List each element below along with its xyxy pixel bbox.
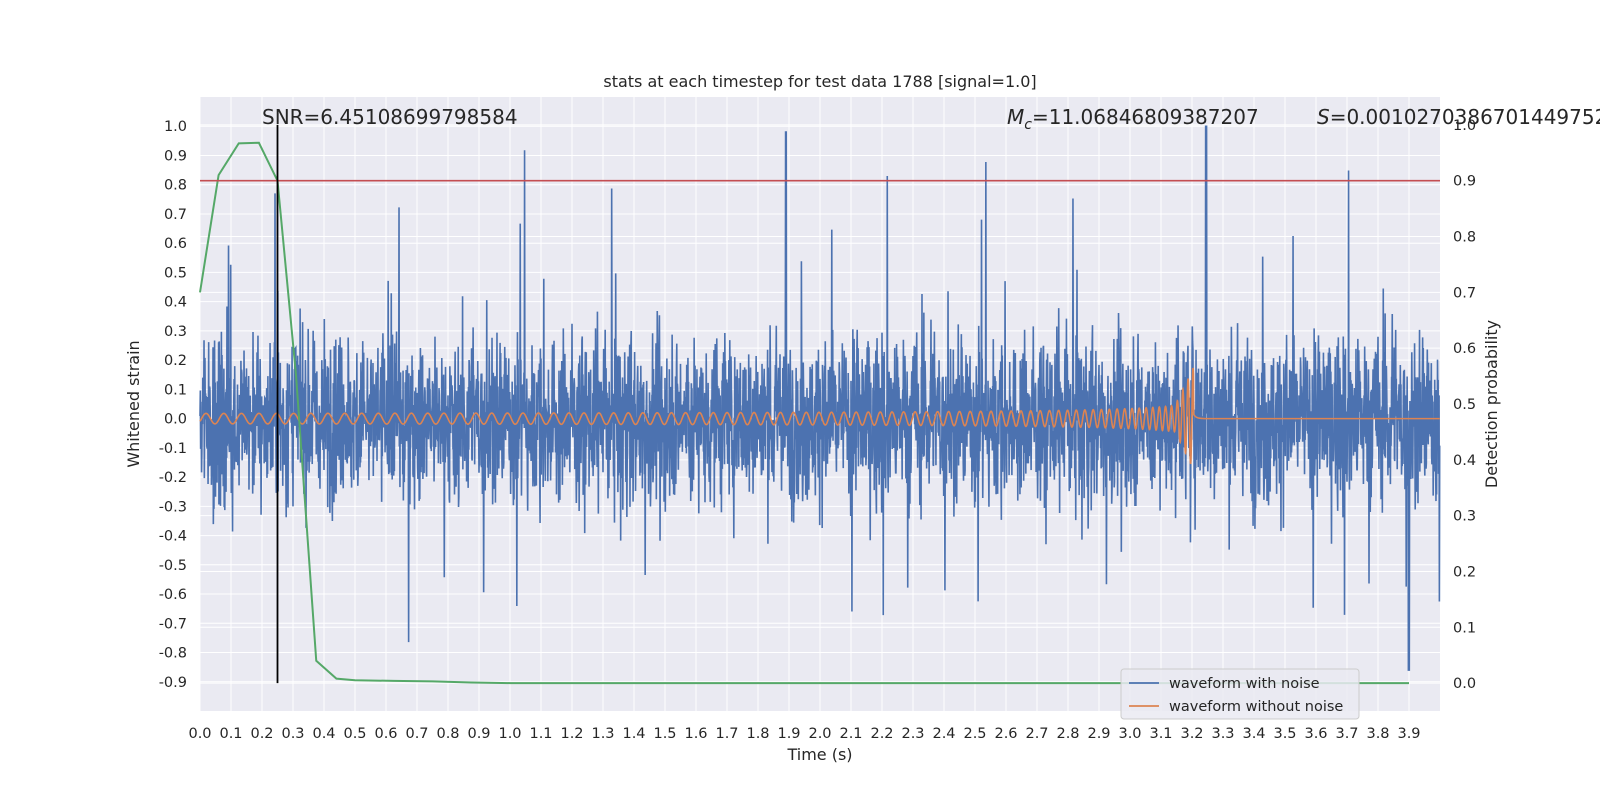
y-tick-label-left: 0.6 [164,236,187,252]
x-tick-label: 3.4 [1242,726,1265,742]
x-tick-label: 2.5 [963,726,986,742]
y-tick-label-right: 0.4 [1453,453,1476,469]
y-tick-label-left: 0.7 [164,207,187,223]
chirp-mass-symbol: M [1007,105,1024,129]
chirp-mass-annotation: Mc=11.06846809387207 [1007,105,1259,133]
x-tick-label: 0.7 [405,726,428,742]
y-tick-label-left: 0.5 [164,265,187,281]
y-axis-label-left: Whitened strain [124,340,143,467]
x-tick-label: 2.9 [1087,726,1110,742]
x-tick-label: 1.3 [591,726,614,742]
noise-series [199,125,1441,671]
x-tick-label: 1.9 [777,726,800,742]
y-tick-label-right: 0.3 [1453,509,1476,525]
y-tick-label-left: -0.2 [159,470,187,486]
s-symbol: S [1317,105,1330,129]
x-tick-label: 3.8 [1366,726,1389,742]
x-tick-label: 0.0 [188,726,211,742]
ticks: 0.0 0.1 0.2 0.3 0.4 0.5 0.6 0.7 0.8 0.9 1.0 1.1 1.2 1… [159,118,1476,742]
x-tick-label: 2.6 [994,726,1017,742]
x-tick-label: 0.9 [467,726,490,742]
y-tick-label-right: 0.9 [1453,174,1476,190]
clean-series [199,367,1440,465]
s-annotation: S=0.0010270386701449752 [1317,105,1600,129]
legend: waveform with noise waveform without noi… [1120,668,1360,720]
s-value: =0.0010270386701449752 [1330,105,1600,129]
y-tick-label-right: 1.0 [1453,118,1476,134]
x-tick-label: 2.3 [901,726,924,742]
y-tick-label-left: -0.1 [159,441,187,457]
y-tick-label-left: -0.4 [159,529,187,545]
x-tick-label: 1.5 [653,726,676,742]
x-tick-label: 1.1 [529,726,552,742]
y-tick-label-left: -0.8 [159,646,187,662]
clean-waveform-line [199,367,1440,465]
x-tick-label: 0.4 [312,726,335,742]
chart-title: stats at each timestep for test data 178… [603,72,1036,91]
x-tick-label: 3.0 [1118,726,1141,742]
x-tick-label: 0.6 [374,726,397,742]
x-tick-label: 1.6 [684,726,707,742]
x-tick-label: 3.3 [1211,726,1234,742]
x-tick-label: 3.7 [1335,726,1358,742]
x-tick-label: 2.1 [839,726,862,742]
probability-line [199,141,1409,685]
y-tick-label-left: 0.9 [164,148,187,164]
y-tick-label-left: 0.3 [164,324,187,340]
x-tick-label: 1.0 [498,726,521,742]
x-tick-label: 0.8 [436,726,459,742]
y-tick-label-right: 0.6 [1453,341,1476,357]
x-tick-label: 3.2 [1180,726,1203,742]
x-tick-label: 3.5 [1273,726,1296,742]
x-tick-label: 3.6 [1304,726,1327,742]
y-tick-label-right: 0.1 [1453,620,1476,636]
chirp-mass-value: =11.06846809387207 [1032,105,1259,129]
y-tick-label-left: 0.4 [164,295,187,311]
x-tick-label: 0.5 [343,726,366,742]
y-tick-label-right: 0.5 [1453,397,1476,413]
noise-waveform-line [199,125,1441,671]
x-tick-label: 3.9 [1397,726,1420,742]
x-tick-label: 2.0 [808,726,831,742]
probability-series [199,124,1440,685]
x-axis-label: Time (s) [786,745,852,764]
y-tick-label-right: 0.8 [1453,230,1476,246]
legend-label-noise: waveform with noise [1169,676,1320,692]
x-tick-label: 2.4 [932,726,955,742]
x-tick-label: 1.4 [622,726,645,742]
x-tick-label: 1.2 [560,726,583,742]
y-tick-label-left: 0.2 [164,353,187,369]
x-tick-label: 2.7 [1025,726,1048,742]
x-tick-label: 2.2 [870,726,893,742]
y-tick-label-left: -0.5 [159,558,187,574]
x-tick-label: 1.7 [715,726,738,742]
snr-annotation: SNR=6.45108699798584 [262,105,518,129]
x-tick-label: 0.2 [250,726,273,742]
x-tick-label: 0.3 [281,726,304,742]
y-tick-label-left: 0.1 [164,382,187,398]
y-tick-label-right: 0.2 [1453,564,1476,580]
chirp-mass-subscript: c [1024,117,1032,133]
y-tick-label-left: 1.0 [164,119,187,135]
x-tick-label: 0.1 [219,726,242,742]
x-tick-label: 2.8 [1056,726,1079,742]
y-tick-label-left: 0.8 [164,178,187,194]
x-tick-label: 3.1 [1149,726,1172,742]
legend-label-clean: waveform without noise [1169,699,1343,715]
y-tick-label-left: -0.3 [159,499,187,515]
x-tick-label: 1.8 [746,726,769,742]
legend-box [1120,668,1360,720]
y-tick-label-right: 0.0 [1453,676,1476,692]
y-tick-label-left: 0.0 [164,412,187,428]
y-tick-label-right: 0.7 [1453,285,1476,301]
y-axis-label-right: Detection probability [1482,320,1501,488]
y-tick-label-left: -0.9 [159,675,187,691]
y-tick-label-left: -0.6 [159,587,187,603]
y-tick-label-left: -0.7 [159,616,187,632]
